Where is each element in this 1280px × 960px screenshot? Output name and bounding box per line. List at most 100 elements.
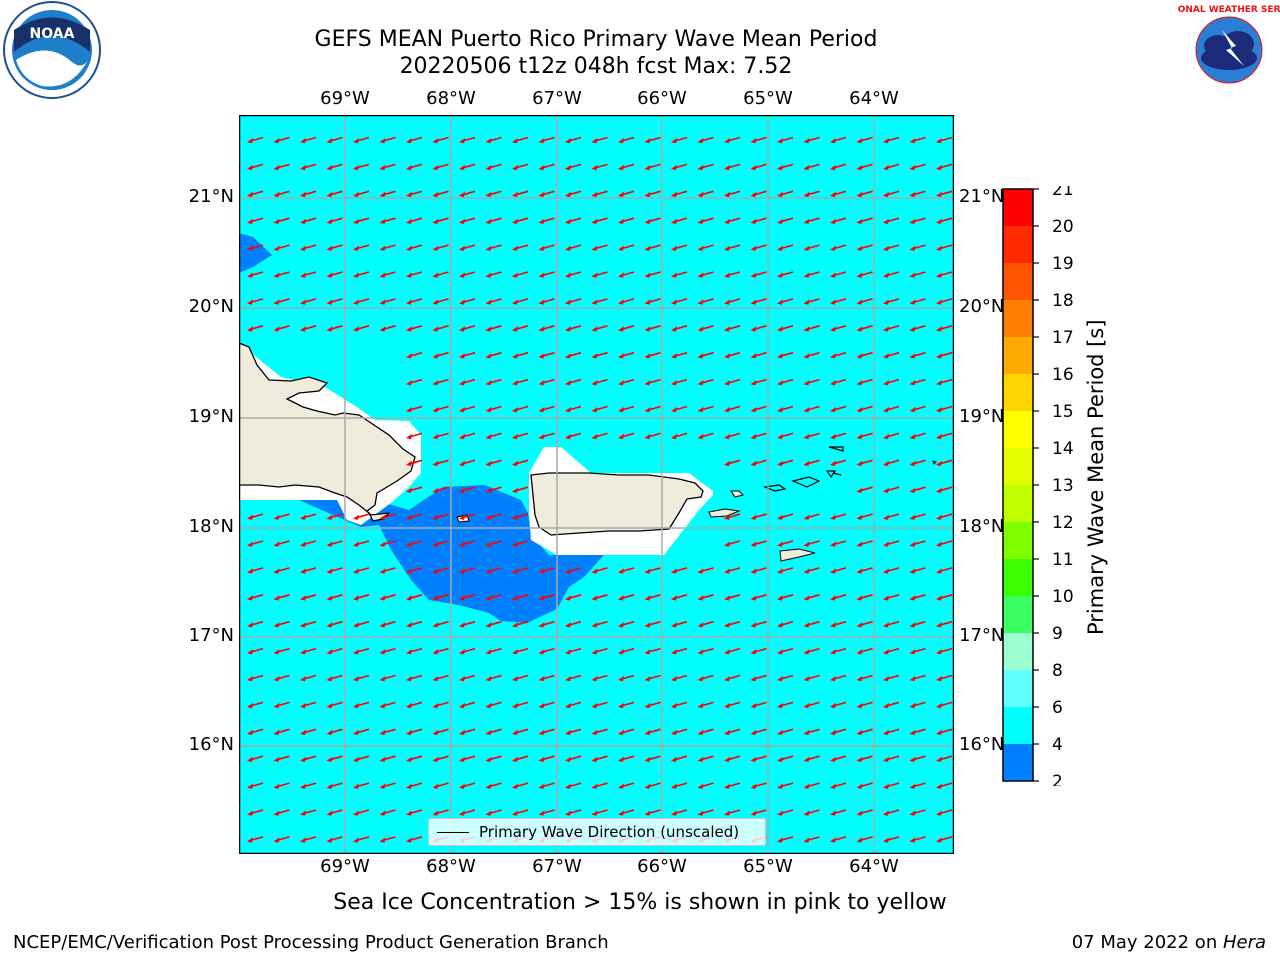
wave-arrow	[459, 432, 476, 440]
culebra-island	[730, 490, 744, 498]
wave-arrow	[724, 163, 741, 171]
wave-arrow	[406, 755, 423, 762]
wave-arrow	[909, 647, 926, 655]
wave-arrow	[353, 513, 370, 520]
wave-arrow	[591, 620, 608, 628]
wave-arrow	[485, 136, 502, 144]
wave-arrow	[803, 136, 820, 144]
wave-arrow	[512, 809, 529, 816]
wave-arrow	[247, 244, 264, 251]
wave-arrow	[936, 836, 953, 843]
wave-arrow	[538, 244, 555, 251]
wave-arrow	[909, 244, 926, 251]
wave-arrow	[591, 432, 608, 440]
wave-arrow	[777, 459, 794, 467]
wave-arrow	[697, 809, 714, 816]
wave-arrow	[353, 674, 370, 682]
wave-arrow	[830, 620, 847, 628]
wave-arrow	[538, 325, 555, 332]
wave-arrow	[379, 190, 396, 198]
wave-arrow	[565, 594, 582, 601]
wave-arrow	[459, 405, 476, 413]
wave-arrow	[591, 351, 608, 359]
wave-arrow	[432, 325, 449, 332]
wave-arrow	[591, 728, 608, 736]
wave-arrow	[697, 325, 714, 332]
anguilla-island	[932, 460, 937, 465]
wave-arrow	[406, 701, 423, 709]
wave-arrow	[803, 540, 820, 547]
wave-arrow	[353, 244, 370, 251]
wave-arrow	[777, 540, 794, 547]
wave-arrow	[671, 674, 688, 682]
wave-arrow	[512, 432, 529, 440]
wave-arrow	[803, 674, 820, 682]
wave-arrow	[485, 432, 502, 440]
wave-arrow	[326, 163, 343, 171]
wave-arrow	[777, 755, 794, 762]
wave-arrow	[406, 647, 423, 655]
wave-arrow	[379, 244, 396, 251]
footer-date-text: 07 May 2022 on	[1071, 932, 1223, 953]
wave-arrow	[300, 728, 317, 736]
wave-arrow	[909, 513, 926, 520]
lat-label-left: 17°N	[188, 625, 234, 646]
wave-arrow	[697, 647, 714, 655]
wave-arrow	[856, 190, 873, 198]
wave-arrow	[538, 136, 555, 144]
wave-arrow	[273, 809, 290, 816]
wave-arrow	[512, 271, 529, 278]
colorbar-tick-label: 13	[1052, 476, 1074, 496]
wave-arrow	[856, 513, 873, 520]
wave-arrow	[432, 432, 449, 440]
wave-arrow	[273, 163, 290, 171]
lat-label-left: 18°N	[188, 516, 234, 537]
wave-arrow	[803, 728, 820, 736]
wave-arrow	[485, 701, 502, 709]
wave-arrow	[538, 620, 555, 628]
wave-arrow	[459, 513, 476, 520]
wave-arrow	[379, 620, 396, 628]
wave-arrow	[644, 325, 661, 332]
wave-arrow	[644, 567, 661, 574]
wave-arrow	[936, 701, 953, 709]
wave-arrow	[671, 728, 688, 736]
wave-arrow	[512, 190, 529, 198]
wave-arrow	[459, 136, 476, 144]
wave-arrow	[750, 620, 767, 628]
wave-arrow	[353, 701, 370, 709]
wave-arrow	[459, 674, 476, 682]
wave-arrow	[406, 459, 423, 467]
wave-arrow	[909, 136, 926, 144]
wave-arrow	[247, 594, 264, 601]
wave-arrow	[644, 163, 661, 171]
wave-arrow	[830, 809, 847, 816]
colorbar-tick-label: 14	[1052, 439, 1074, 459]
wave-arrow	[697, 728, 714, 736]
wave-arrow	[353, 594, 370, 601]
st-croix-island	[779, 548, 816, 562]
wave-arrow	[485, 459, 502, 467]
wave-arrow	[432, 163, 449, 171]
wave-arrow	[697, 620, 714, 628]
wave-arrow	[883, 405, 900, 413]
wave-arrow	[671, 432, 688, 440]
wave-arrow	[883, 513, 900, 520]
wave-arrow	[512, 674, 529, 682]
wave-arrow	[883, 782, 900, 789]
wave-arrow	[644, 271, 661, 278]
wave-arrow	[856, 351, 873, 359]
lon-label-bottom: 68°W	[426, 856, 476, 877]
wave-arrow	[379, 809, 396, 816]
colorbar-swatch	[1003, 189, 1033, 226]
wave-arrow	[697, 378, 714, 386]
wave-arrow	[459, 190, 476, 198]
wave-arrow	[300, 647, 317, 655]
wave-arrow	[406, 136, 423, 144]
wave-arrow	[432, 647, 449, 655]
wave-arrow	[485, 620, 502, 628]
colorbar: 21 20 19 18 17 16 15 14 13 12 11 10 9 8 6 4 2	[1002, 186, 1074, 786]
wave-arrow	[618, 136, 635, 144]
wave-arrow	[750, 755, 767, 762]
wave-arrow	[830, 325, 847, 332]
